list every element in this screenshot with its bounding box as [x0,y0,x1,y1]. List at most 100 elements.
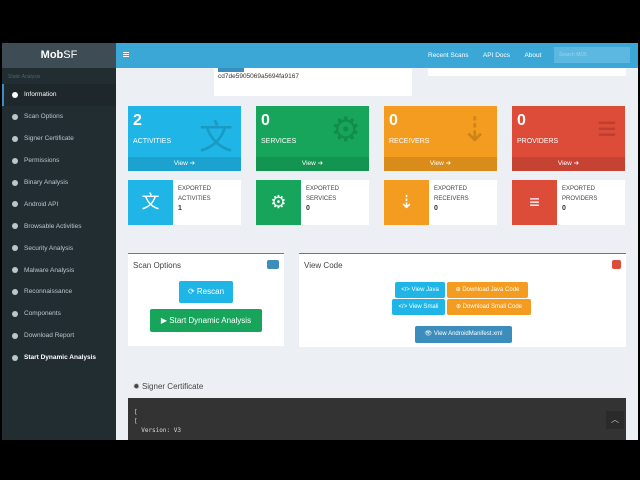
sidebar-item-binary-analysis[interactable]: Binary Analysis [2,172,116,194]
exported-label: EXPORTED ACTIVITIES [178,186,211,202]
exported-label: EXPORTED RECEIVERS [434,186,469,202]
sidebar-item-permissions[interactable]: Permissions [2,150,116,172]
sidebar-item-information[interactable]: Information [2,84,116,106]
language-icon: 文 [199,119,233,157]
exported-label: EXPORTED SERVICES [306,186,339,202]
tile-count: 2 [133,112,142,129]
sidebar-item-label: Start Dynamic Analysis [24,354,97,362]
sort-amount-down-icon: ⇣ [460,111,490,149]
nav-api-docs[interactable]: API Docs [482,52,511,59]
start-dynamic-analysis-button[interactable]: ▶ Start Dynamic Analysis [150,309,262,332]
cogs-icon: ⚙ [330,111,361,149]
sidebar-item-label: Components [24,310,61,318]
nav-about[interactable]: About [524,52,542,59]
tile-view-link[interactable]: View ➜ [512,157,625,171]
signer-certificate-heading: ✹ Signer Certificate [133,382,204,391]
stat-tile-activities: 2 文 ACTIVITIES View ➜ [128,106,241,171]
tile-count: 0 [389,112,398,129]
clone-icon [12,223,18,230]
info-box [428,68,626,76]
tile-count: 0 [517,112,526,129]
exported-box: ⚙ EXPORTED SERVICES 0 [256,180,369,225]
scroll-top-button[interactable]: ︿ [606,411,624,429]
tile-label: PROVIDERS [517,138,559,145]
sidebar-item-security-analysis[interactable]: Security Analysis [2,237,116,259]
signer-certificate-output: [ [ Version: V3 [128,398,626,440]
stat-tile-receivers: 0 ⇣ RECEIVERS View ➜ [384,106,497,171]
circle-icon [12,245,18,252]
language-icon: 文 [128,180,173,225]
md5-hash: cd7de5905069a5694fa9167 [218,73,299,80]
sidebar-item-signer-certificate[interactable]: Signer Certificate [2,128,116,150]
list-icon [12,157,18,164]
bug-icon [12,267,18,274]
sidebar-item-label: Android API [24,200,59,208]
sidebar-item-label: Security Analysis [24,244,74,252]
exported-box: 文 EXPORTED ACTIVITIES 1 [128,180,241,225]
bolt-icon[interactable] [612,260,621,269]
exported-value: 0 [562,205,566,212]
sidebar-item-label: Permissions [24,157,60,165]
sidebar-item-label: Malware Analysis [24,266,75,274]
view-java-button[interactable]: </> View Java [395,282,445,298]
database-icon: ≡ [597,110,617,148]
top-navbar: Recent Scans API Docs About [116,43,638,68]
sidebar: MobSF Static Analysis Information Scan Op… [2,43,116,440]
menu-toggle-icon[interactable] [123,52,129,57]
tile-count: 0 [261,112,270,129]
panel-title: Scan Options [133,261,182,270]
list-icon [12,113,18,120]
logo[interactable]: MobSF [2,43,116,68]
sidebar-item-label: Download Report [24,332,75,340]
tile-view-link[interactable]: View ➜ [128,157,241,171]
calendar-icon [12,332,18,339]
download-java-button[interactable]: ⊕ Download Java Code [447,282,528,298]
sidebar-item-label: Binary Analysis [24,179,69,186]
cog-icon [12,310,18,317]
exported-box: ⇣ EXPORTED RECEIVERS 0 [384,180,497,225]
exported-value: 0 [434,205,438,212]
sidebar-item-malware-analysis[interactable]: Malware Analysis [2,259,116,281]
tile-view-link[interactable]: View ➜ [256,157,369,171]
tile-view-link[interactable]: View ➜ [384,157,497,171]
sidebar-item-components[interactable]: Components [2,303,116,325]
stat-tile-providers: 0 ≡ PROVIDERS View ➜ [512,106,625,171]
sidebar-item-label: Browsable Activities [24,222,82,230]
tile-label: SERVICES [261,138,297,145]
sidebar-item-label: Reconnaissance [24,288,73,296]
exported-box: ≡ EXPORTED PROVIDERS 0 [512,180,625,225]
sidebar-item-start-dynamic-analysis[interactable]: Start Dynamic Analysis [2,347,116,369]
panel-title: View Code [304,261,343,270]
sidebar-item-android-api[interactable]: Android API [2,193,116,215]
tile-label: RECEIVERS [389,138,430,145]
search-input[interactable] [554,47,630,63]
certificate-icon [12,135,18,142]
stat-tile-services: 0 ⚙ SERVICES View ➜ [256,106,369,171]
sidebar-item-label: Information [24,91,57,99]
app-window: MobSF Static Analysis Information Scan Op… [2,43,638,440]
exported-value: 0 [306,205,310,212]
list-icon[interactable] [267,260,279,269]
nav-recent-scans[interactable]: Recent Scans [428,52,469,59]
sidebar-item-browsable-activities[interactable]: Browsable Activities [2,215,116,237]
plus-icon [12,288,18,295]
sidebar-section-label: Static Analysis [8,74,41,80]
tile-label: ACTIVITIES [133,138,172,145]
view-code-panel: View Code </> View Java ⊕ Download Java … [299,253,626,347]
download-smali-button[interactable]: ⊕ Download Smali Code [447,299,531,315]
sidebar-item-download-report[interactable]: Download Report [2,325,116,347]
app-info-box: cd7de5905069a5694fa9167 [214,68,412,96]
sidebar-item-label: Scan Options [24,113,64,121]
target-icon [12,201,18,208]
cogs-icon: ⚙ [256,180,301,225]
play-circle-icon [12,354,18,361]
sidebar-item-scan-options[interactable]: Scan Options [2,106,116,128]
sidebar-item-label: Signer Certificate [24,135,74,143]
flag-icon [12,179,18,186]
rescan-button[interactable]: ⟳ Rescan [179,281,233,303]
sidebar-item-reconnaissance[interactable]: Reconnaissance [2,281,116,303]
view-manifest-button[interactable]: 👁 View AndroidManifest.xml [415,326,512,343]
view-smali-button[interactable]: </> View Smali [392,299,445,315]
info-icon [12,91,18,98]
exported-value: 1 [178,205,182,212]
